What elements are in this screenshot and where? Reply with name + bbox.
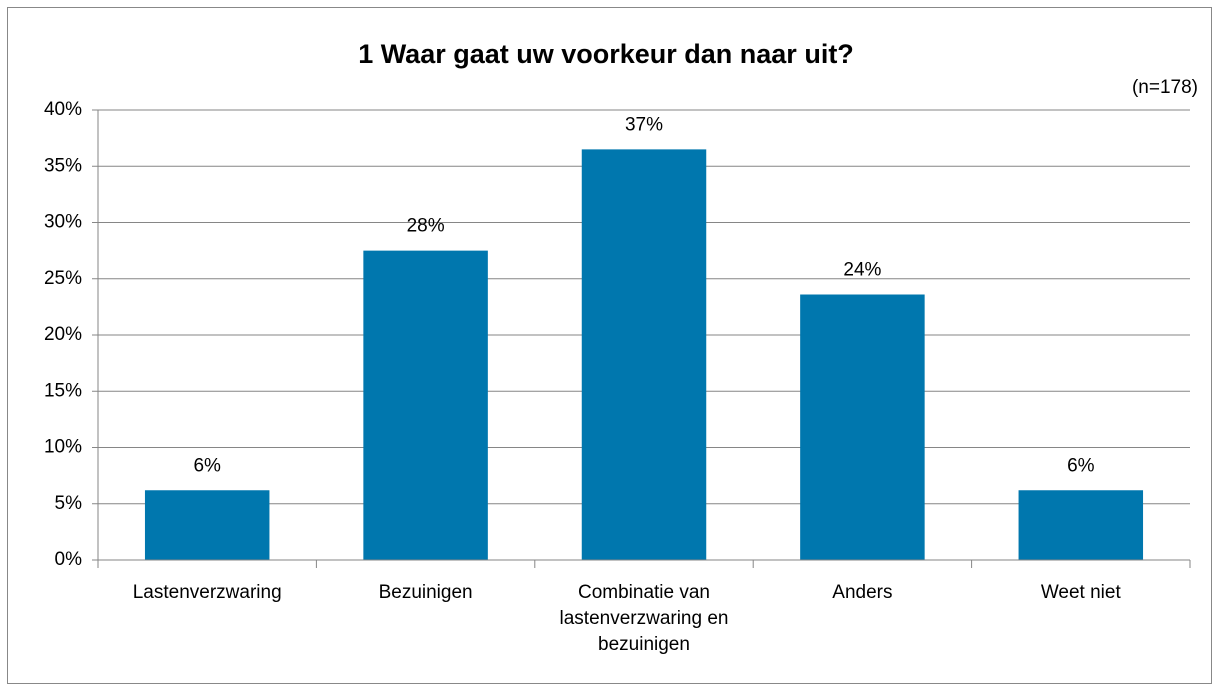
y-tick-label: 40% [44, 99, 82, 120]
bar [1018, 490, 1144, 560]
data-label: 6% [1067, 455, 1095, 476]
y-tick-label: 10% [44, 437, 82, 458]
bar [363, 250, 488, 560]
x-tick-label: Bezuinigen [378, 582, 473, 603]
data-label: 24% [843, 260, 881, 281]
y-tick-label: 15% [44, 380, 82, 401]
y-tick-label: 5% [55, 493, 83, 514]
bar [144, 490, 270, 560]
x-tick-label: Anders [832, 582, 893, 603]
x-tick-label: Lastenverzwaring [132, 582, 282, 603]
y-tick-label: 20% [44, 324, 82, 345]
data-label: 37% [625, 114, 663, 135]
bar [800, 294, 925, 560]
x-tick-label: Combinatie van lastenverzwaring en bezui… [559, 582, 729, 655]
y-tick-label: 0% [55, 549, 83, 570]
y-tick-label: 35% [44, 155, 82, 176]
data-label: 6% [193, 455, 221, 476]
annotation: (n=178) [1132, 77, 1198, 98]
data-label: 28% [407, 216, 445, 237]
bar [581, 149, 707, 560]
y-tick-label: 25% [44, 268, 82, 289]
x-tick-label: Weet niet [1040, 582, 1121, 603]
y-tick-label: 30% [44, 212, 82, 233]
chart-title: 1 Waar gaat uw voorkeur dan naar uit? [358, 39, 854, 69]
